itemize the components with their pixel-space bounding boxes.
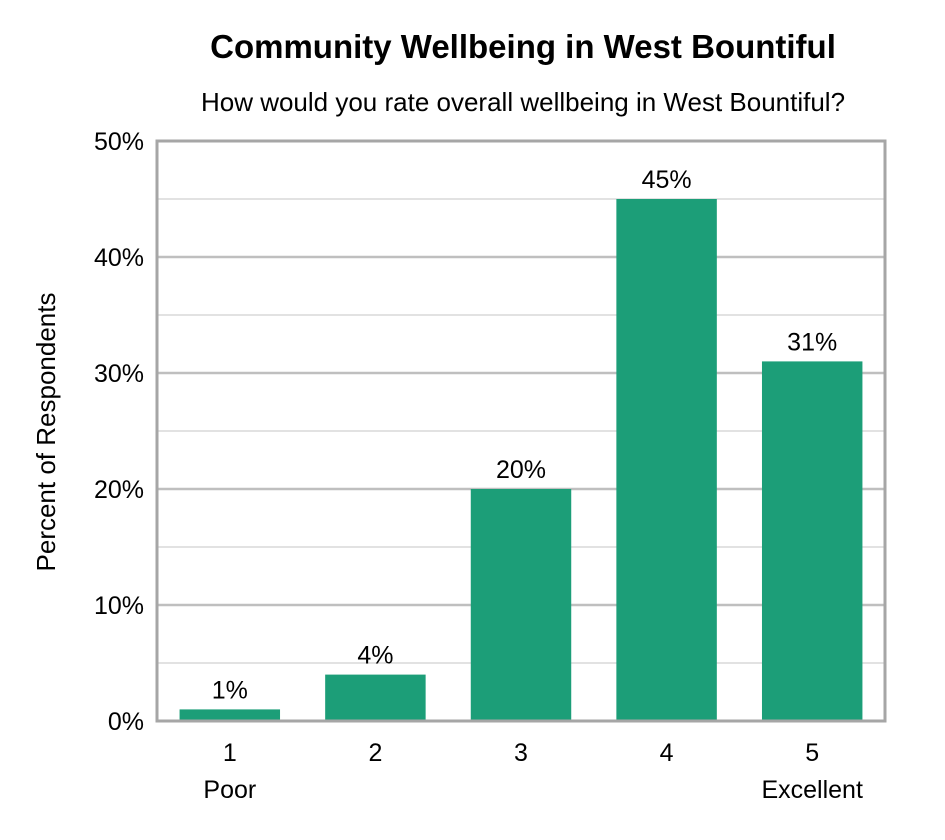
x-tick-label: 5 (805, 739, 819, 767)
y-axis-title: Percent of Respondents (31, 293, 61, 572)
bars (179, 199, 863, 721)
data-label: 4% (357, 642, 393, 670)
x-tick-label: 1 (223, 739, 237, 767)
y-tick-label: 40% (94, 244, 144, 272)
x-tick-sublabel: Excellent (761, 776, 862, 804)
bar-3 (470, 489, 572, 721)
bar-5 (761, 361, 863, 721)
chart-subtitle: How would you rate overall wellbeing in … (201, 87, 845, 117)
bar-4 (616, 199, 717, 721)
y-tick-label: 50% (94, 128, 144, 156)
x-tick-sublabel: Poor (203, 776, 256, 804)
data-label: 45% (642, 166, 692, 194)
x-tick-label: 4 (660, 739, 674, 767)
x-axis-tick-labels: 1 Poor 2 3 4 5 Excellent (203, 739, 863, 804)
chart-title: Community Wellbeing in West Bountiful (210, 28, 836, 65)
data-label: 20% (496, 456, 546, 484)
y-tick-label: 30% (94, 360, 144, 388)
y-axis-tick-labels: 0% 10% 20% 30% 40% 50% (94, 128, 144, 736)
bar-1 (179, 709, 281, 721)
data-labels: 1% 4% 20% 45% 31% (212, 166, 837, 704)
x-tick-label: 3 (514, 739, 528, 767)
plot-area-frame (155, 139, 887, 723)
x-tick-label: 2 (368, 739, 382, 767)
y-tick-label: 10% (94, 592, 144, 620)
data-label: 31% (787, 328, 837, 356)
y-tick-label: 20% (94, 476, 144, 504)
y-tick-label: 0% (108, 708, 144, 736)
data-label: 1% (212, 676, 248, 704)
bar-2 (325, 674, 426, 721)
